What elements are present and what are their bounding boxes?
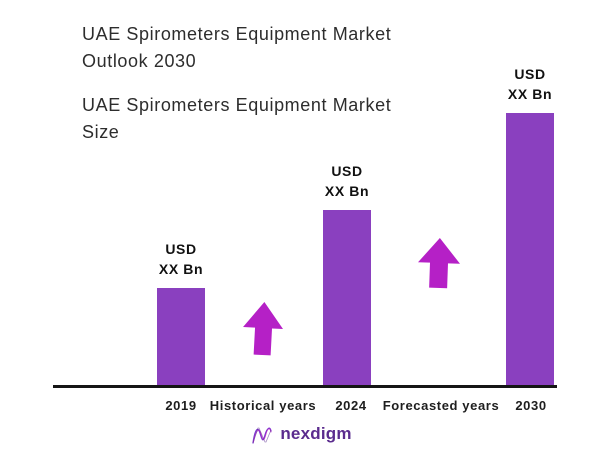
chart-subtitle-line1: UAE Spirometers Equipment Market <box>82 95 392 115</box>
bar-value-label: USD XX Bn <box>508 64 552 104</box>
brand-name: nexdigm <box>280 424 352 443</box>
chart-subtitle: UAE Spirometers Equipment Market Size <box>82 92 391 146</box>
bar-2030 <box>506 113 554 388</box>
x-annotation-historical-years: Historical years <box>209 398 317 413</box>
nexdigm-logo-icon <box>250 422 274 446</box>
brand-footer: nexdigm <box>0 422 602 446</box>
bar-group-2030: USD XX Bn <box>480 64 580 388</box>
bar-value-amount: XX Bn <box>158 261 204 277</box>
bar-2024 <box>323 210 371 388</box>
bar-value-amount: XX Bn <box>507 86 553 102</box>
bar-value-usd: USD <box>514 66 546 82</box>
chart-title: UAE Spirometers Equipment Market Outlook… <box>82 21 391 75</box>
bar-value-label: USD XX Bn <box>325 161 369 201</box>
bar-2019 <box>157 288 205 388</box>
bar-group-2024: USD XX Bn <box>297 161 397 388</box>
x-annotation-forecasted-years: Forecasted years <box>382 398 500 413</box>
bar-value-amount: XX Bn <box>324 183 370 199</box>
chart-title-line1: UAE Spirometers Equipment Market <box>82 24 392 44</box>
chart-subtitle-line2: Size <box>82 122 120 142</box>
bar-value-label: USD XX Bn <box>159 239 203 279</box>
bar-group-2019: USD XX Bn <box>131 239 231 388</box>
growth-arrow-icon <box>242 301 285 356</box>
chart-title-line2: Outlook 2030 <box>82 51 197 71</box>
bar-value-usd: USD <box>331 163 363 179</box>
bar-value-usd: USD <box>165 241 197 257</box>
growth-arrow-icon <box>417 237 461 289</box>
x-axis-line <box>53 385 557 388</box>
x-tick-2030: 2030 <box>515 398 547 413</box>
x-tick-2024: 2024 <box>335 398 367 413</box>
x-tick-2019: 2019 <box>165 398 197 413</box>
